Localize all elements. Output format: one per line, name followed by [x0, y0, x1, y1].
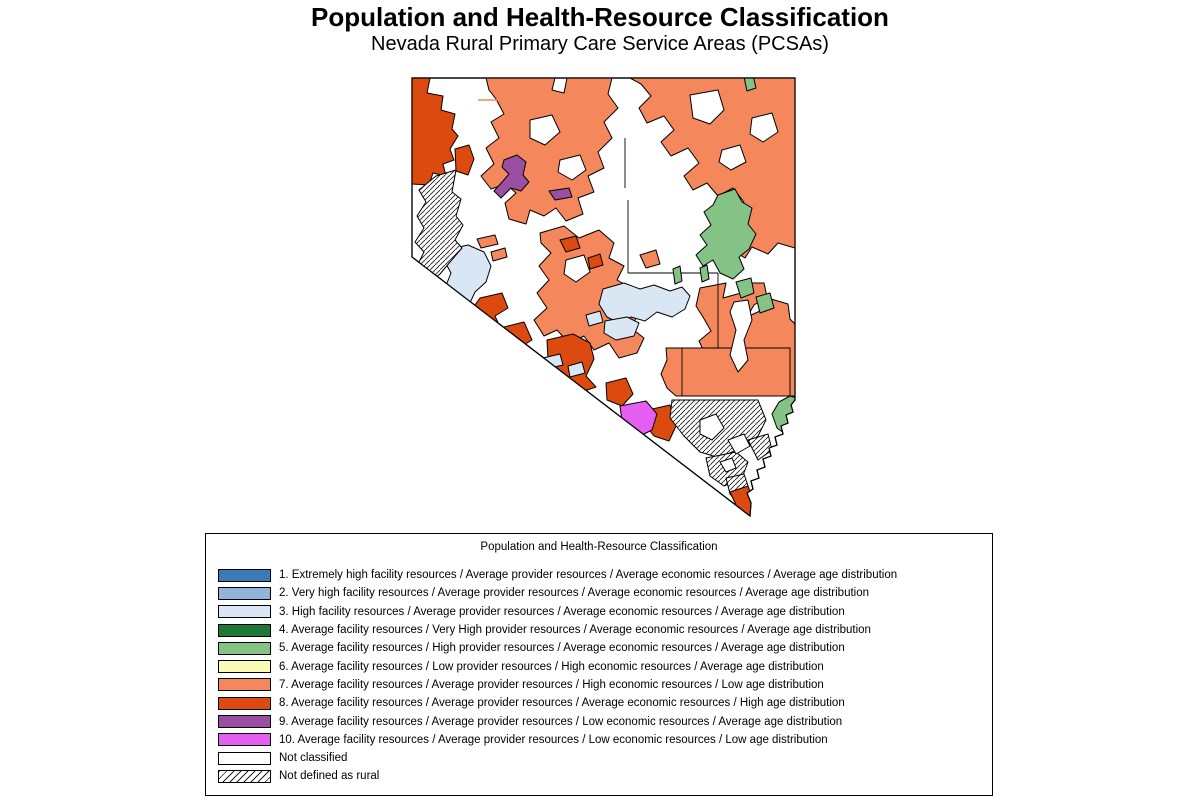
- map-region-class5: [755, 292, 775, 314]
- nevada-map: [380, 70, 820, 530]
- legend-item: 7. Average facility resources / Average …: [206, 676, 992, 694]
- legend-item-label: 10. Average facility resources / Average…: [279, 733, 828, 746]
- map-region-class5: [699, 264, 710, 283]
- nevada-map-svg: [411, 77, 796, 518]
- legend: Population and Health-Resource Classific…: [205, 533, 993, 796]
- legend-item-label: Not defined as rural: [279, 770, 380, 783]
- legend-swatch: [218, 769, 271, 783]
- legend-swatch: [218, 733, 271, 747]
- map-region-class8: [412, 78, 459, 186]
- legend-title: Population and Health-Resource Classific…: [480, 541, 718, 553]
- legend-swatch: [218, 715, 271, 729]
- state-outline-stroke: [411, 77, 796, 518]
- legend-swatch: [218, 696, 271, 710]
- map-region-class7: [490, 247, 508, 262]
- map-region-class3: [603, 316, 640, 341]
- legend-item-label: 6. Average facility resources / Low prov…: [279, 660, 824, 673]
- legend-swatch: [218, 568, 271, 582]
- map-region-class9: [493, 154, 530, 199]
- map-region-not-classified: [727, 433, 751, 455]
- legend-item-label: 5. Average facility resources / High pro…: [279, 642, 845, 655]
- legend-swatch: [218, 660, 271, 674]
- legend-item: 2. Very high facility resources / Averag…: [206, 584, 992, 602]
- map-region-class9: [548, 187, 573, 201]
- legend-swatch: [218, 586, 271, 600]
- map-region-class3: [585, 310, 604, 327]
- legend-item-label: 9. Average facility resources / Average …: [279, 715, 843, 728]
- legend-item: Not defined as rural: [206, 767, 992, 785]
- legend-item: 4. Average facility resources / Very Hig…: [206, 621, 992, 639]
- map-region-class5: [743, 78, 757, 92]
- map-region-not-classified: [557, 154, 587, 181]
- map-region-class8: [559, 235, 581, 253]
- map-region-class8: [454, 144, 475, 176]
- legend-item-label: 8. Average facility resources / Average …: [279, 697, 845, 710]
- map-region-class7: [639, 249, 661, 269]
- map-region-class3: [567, 361, 586, 378]
- map-region-not-rural: [414, 169, 464, 283]
- legend-swatch: [218, 623, 271, 637]
- legend-item: 10. Average facility resources / Average…: [206, 731, 992, 749]
- map-region-class5: [735, 277, 755, 299]
- map-region-not-classified: [749, 112, 779, 143]
- legend-item: 9. Average facility resources / Average …: [206, 712, 992, 730]
- map-region-not-classified: [729, 299, 753, 373]
- map-region-class8: [605, 377, 634, 407]
- map-region-class7: [476, 234, 499, 249]
- map-region-class8: [491, 321, 533, 361]
- legend-item: 6. Average facility resources / Low prov…: [206, 657, 992, 675]
- legend-item-label: 1. Extremely high facility resources / A…: [279, 569, 898, 582]
- legend-item-label: Not classified: [279, 752, 348, 765]
- page-title: Population and Health-Resource Classific…: [311, 2, 889, 32]
- legend-item-label: 4. Average facility resources / Very Hig…: [279, 624, 871, 637]
- map-region-class5: [672, 265, 683, 285]
- legend-swatch: [218, 751, 271, 765]
- legend-item: Not classified: [206, 749, 992, 767]
- county-boundary-lines: [624, 138, 719, 396]
- legend-item: 1. Extremely high facility resources / A…: [206, 566, 992, 584]
- legend-swatch: [218, 605, 271, 619]
- legend-item: 8. Average facility resources / Average …: [206, 694, 992, 712]
- map-region-not-classified: [699, 413, 725, 441]
- legend-rows: 1. Extremely high facility resources / A…: [206, 566, 992, 786]
- map-region-class7: [660, 347, 791, 397]
- map-region-class5: [695, 188, 757, 280]
- legend-swatch: [218, 641, 271, 655]
- map-region-not-classified: [689, 89, 725, 125]
- legend-item-label: 3. High facility resources / Average pro…: [279, 605, 845, 618]
- map-region-class8: [587, 253, 604, 270]
- legend-item-label: 2. Very high facility resources / Averag…: [279, 587, 870, 600]
- map-region-not-classified: [718, 144, 747, 171]
- map-region-not-classified: [719, 457, 737, 473]
- legend-item: 3. High facility resources / Average pro…: [206, 603, 992, 621]
- legend-item-label: 7. Average facility resources / Average …: [279, 678, 824, 691]
- page-subtitle: Nevada Rural Primary Care Service Areas …: [371, 33, 829, 55]
- legend-item: 5. Average facility resources / High pro…: [206, 639, 992, 657]
- map-region-not-classified: [563, 254, 591, 283]
- legend-swatch: [218, 678, 271, 692]
- map-region-not-classified: [529, 114, 561, 146]
